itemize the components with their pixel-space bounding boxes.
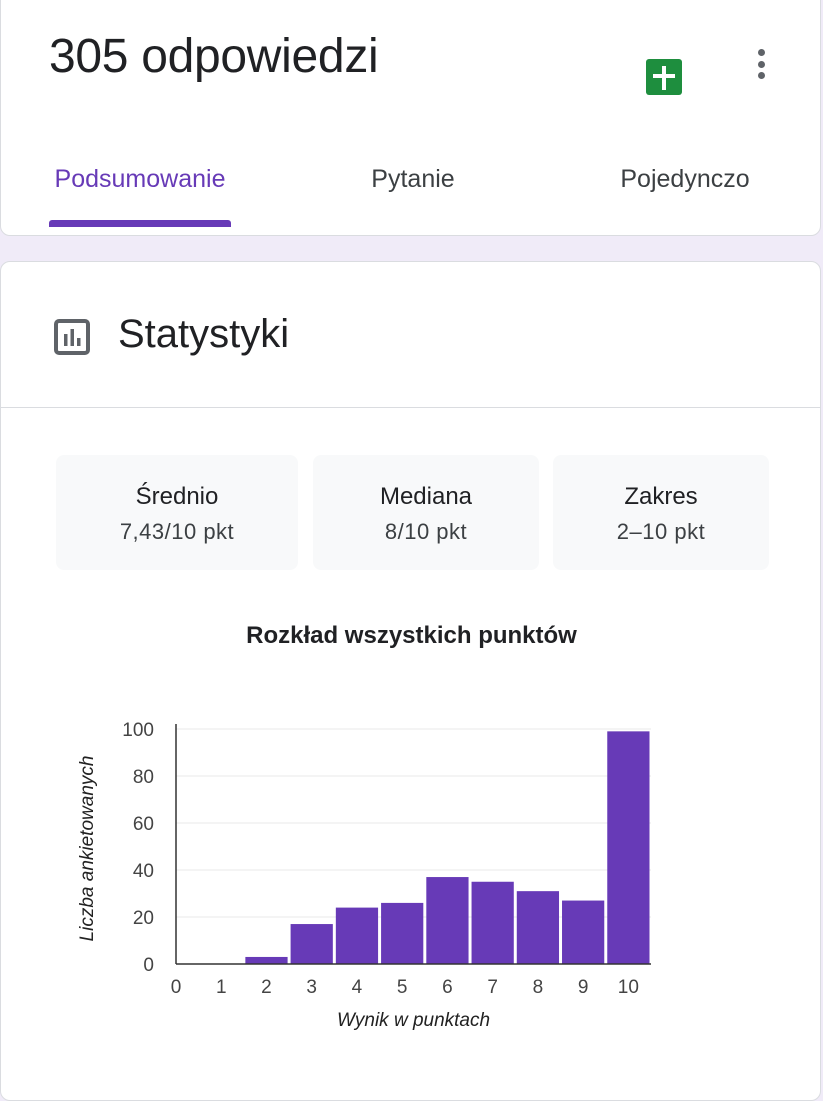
x-tick-label: 1 <box>216 977 227 998</box>
x-axis-label: Wynik w punktach <box>337 1010 490 1031</box>
x-tick-label: 8 <box>533 977 544 998</box>
tab-individual[interactable]: Pojedynczo <box>620 165 750 193</box>
x-tick-label: 9 <box>578 977 589 998</box>
stat-range-value: 2–10 pkt <box>616 519 706 544</box>
x-tick-label: 3 <box>306 977 317 998</box>
stat-mean: Średnio 7,43/10 pkt <box>56 455 298 570</box>
stat-range: Zakres 2–10 pkt <box>553 455 769 570</box>
y-tick-label: 60 <box>133 814 154 835</box>
score-distribution-chart: 0 20 40 60 80 100 0 1 2 3 4 5 6 7 8 9 10 Wynik w punktach… <box>77 720 651 1031</box>
statistics-card: Statystyki Średnio 7,43/10 pkt Mediana 8… <box>0 261 821 1101</box>
y-axis-label: Liczba ankietowanych <box>77 756 98 942</box>
x-tick-label: 0 <box>171 977 182 998</box>
bar-9 <box>562 900 605 964</box>
stat-range-label: Zakres <box>624 483 698 510</box>
bar-5 <box>381 902 424 964</box>
stat-median-value: 8/10 pkt <box>384 519 468 544</box>
bar-3 <box>290 924 333 964</box>
y-tick-label: 40 <box>133 861 154 882</box>
chart-title: Rozkład wszystkich punktów <box>246 622 577 649</box>
tab-summary[interactable]: Podsumowanie <box>54 165 226 193</box>
x-tick-label: 2 <box>261 977 272 998</box>
bar-6 <box>426 877 469 964</box>
y-tick-label: 0 <box>143 955 154 976</box>
y-tick-label: 20 <box>133 908 154 929</box>
bar-10 <box>607 731 650 964</box>
bar-chart-icon <box>54 319 90 360</box>
tab-question[interactable]: Pytanie <box>371 165 455 193</box>
more-vert-icon[interactable] <box>747 47 775 81</box>
stat-mean-value: 7,43/10 pkt <box>119 519 235 544</box>
stat-median: Mediana 8/10 pkt <box>313 455 539 570</box>
google-sheets-icon[interactable] <box>646 59 682 95</box>
bar-7 <box>471 881 514 964</box>
x-tick-label: 10 <box>618 977 639 998</box>
x-tick-label: 6 <box>442 977 453 998</box>
header-card: 305 odpowiedzi Podsumowanie Pytanie Poje… <box>0 0 821 236</box>
y-tick-label: 80 <box>133 767 154 788</box>
bar-4 <box>335 907 379 964</box>
x-tick-label: 4 <box>352 977 363 998</box>
stat-mean-label: Średnio <box>135 483 219 510</box>
y-tick-label: 100 <box>122 720 154 741</box>
x-tick-label: 7 <box>487 977 498 998</box>
active-tab-indicator <box>49 220 231 227</box>
bar-8 <box>516 891 560 964</box>
statistics-header: Statystyki <box>1 262 820 408</box>
x-tick-label: 5 <box>397 977 408 998</box>
responses-title: 305 odpowiedzi <box>49 30 379 83</box>
stat-median-label: Mediana <box>379 483 473 510</box>
statistics-title: Statystyki <box>118 312 290 356</box>
bar-2 <box>245 956 288 964</box>
